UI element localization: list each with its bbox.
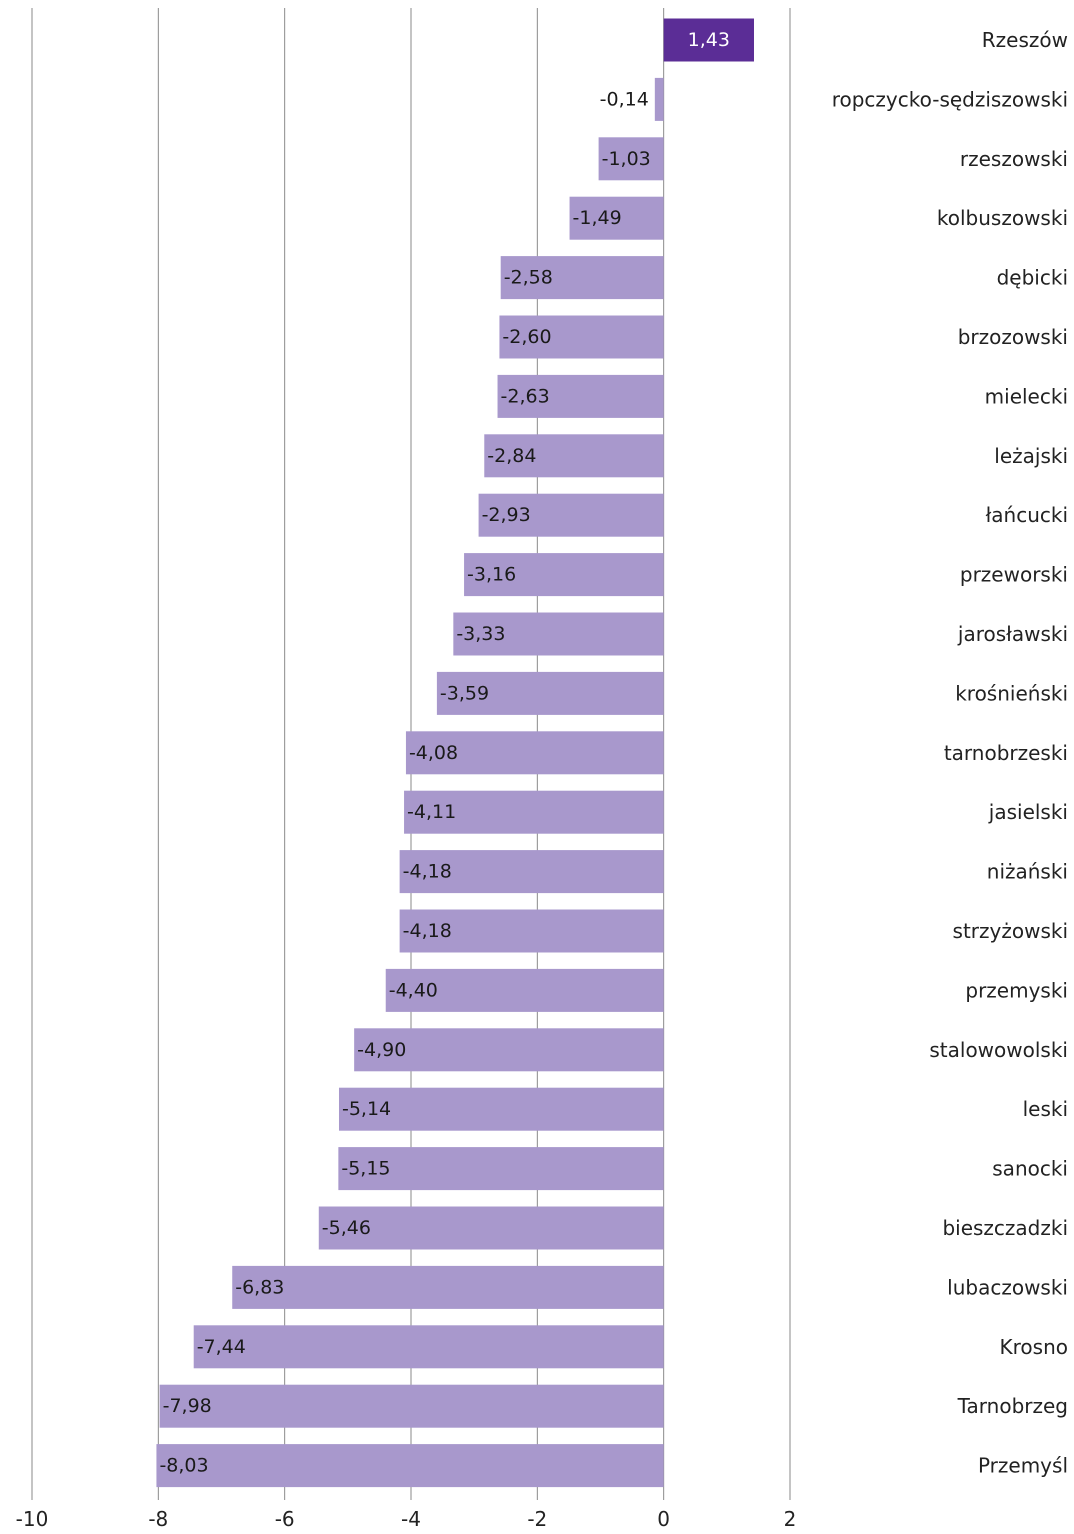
bar-value-label: -3,16 bbox=[467, 564, 516, 586]
bar bbox=[338, 1087, 664, 1131]
category-label: jasielski bbox=[988, 800, 1068, 824]
x-tick-label: 0 bbox=[657, 1507, 670, 1531]
bars: 1,43 -0,14 -1,03 -1,49 -2,58 -2,60 -2,63 -2,84 -… bbox=[156, 18, 754, 1488]
bar bbox=[338, 1147, 664, 1191]
category-label: ropczycko-sędziszowski bbox=[832, 87, 1068, 111]
bar bbox=[354, 1028, 664, 1072]
category-label: rzeszowski bbox=[960, 147, 1068, 171]
bar bbox=[569, 196, 664, 240]
bar bbox=[497, 374, 664, 418]
category-label: dębicki bbox=[997, 266, 1068, 290]
bar-value-label: -7,98 bbox=[163, 1395, 212, 1417]
bar-value-label: -2,58 bbox=[504, 267, 553, 289]
bar bbox=[478, 493, 664, 537]
category-label: kolbuszowski bbox=[937, 206, 1068, 230]
category-label: sanocki bbox=[992, 1157, 1068, 1181]
bar bbox=[453, 612, 664, 656]
bar bbox=[404, 790, 664, 834]
bar-value-label: -1,49 bbox=[573, 207, 622, 229]
bar bbox=[436, 671, 664, 715]
bar-value-label: -3,59 bbox=[440, 682, 489, 704]
category-label: bieszczadzki bbox=[942, 1216, 1068, 1240]
category-label: łańcucki bbox=[986, 503, 1068, 527]
bar-value-label: -4,11 bbox=[407, 801, 456, 823]
category-label: stalowowolski bbox=[929, 1038, 1068, 1062]
bar-value-label: -0,14 bbox=[600, 88, 649, 110]
bar bbox=[156, 1444, 664, 1488]
bar bbox=[399, 850, 664, 894]
category-label: przemyski bbox=[965, 978, 1068, 1002]
bar-value-label: -7,44 bbox=[197, 1336, 246, 1358]
category-label: Tarnobrzeg bbox=[957, 1394, 1068, 1418]
bar-value-label: -4,18 bbox=[403, 861, 452, 883]
bar bbox=[399, 909, 664, 953]
category-label: leżajski bbox=[994, 444, 1068, 468]
bar bbox=[598, 137, 664, 181]
bar-value-label: -6,83 bbox=[235, 1276, 284, 1298]
bar bbox=[654, 77, 664, 121]
category-labels: Rzeszów ropczycko-sędziszowski rzeszowski k… bbox=[832, 28, 1068, 1478]
category-label: jarosławski bbox=[957, 622, 1068, 646]
bar-value-label: -8,03 bbox=[159, 1455, 208, 1477]
bar-value-label: -4,18 bbox=[403, 920, 452, 942]
category-label: brzozowski bbox=[958, 325, 1068, 349]
bar-value-label: -5,14 bbox=[342, 1098, 391, 1120]
bar-value-label: -5,15 bbox=[341, 1158, 390, 1180]
x-tick-label: -6 bbox=[275, 1507, 295, 1531]
bar-value-label: -5,46 bbox=[322, 1217, 371, 1239]
category-label: niżański bbox=[987, 860, 1068, 884]
category-label: strzyżowski bbox=[953, 919, 1068, 943]
bar-value-label: -1,03 bbox=[602, 148, 651, 170]
bar-value-label: -4,40 bbox=[389, 979, 438, 1001]
bar bbox=[484, 434, 664, 478]
category-label: mielecki bbox=[985, 384, 1068, 408]
x-tick-label: 2 bbox=[784, 1507, 797, 1531]
bar bbox=[464, 553, 664, 597]
category-label: Krosno bbox=[1000, 1335, 1068, 1359]
bar-value-label: 1,43 bbox=[688, 29, 730, 51]
bar-value-label: -2,63 bbox=[501, 385, 550, 407]
bar bbox=[500, 256, 664, 300]
bar-value-label: -2,93 bbox=[482, 504, 531, 526]
bar bbox=[385, 968, 664, 1012]
bar-value-label: -2,84 bbox=[487, 445, 536, 467]
x-tick-label: -4 bbox=[401, 1507, 421, 1531]
x-tick-label: -10 bbox=[16, 1507, 49, 1531]
x-tick-label: -8 bbox=[148, 1507, 168, 1531]
bar bbox=[232, 1265, 664, 1309]
bar-value-label: -3,33 bbox=[456, 623, 505, 645]
bar bbox=[499, 315, 664, 359]
bar-value-label: -2,60 bbox=[502, 326, 551, 348]
bar-value-label: -4,08 bbox=[409, 742, 458, 764]
x-axis-tick-labels: -10 -8 -6 -4 -2 0 2 bbox=[16, 1507, 797, 1531]
category-label: krośnieński bbox=[955, 681, 1068, 705]
x-tick-label: -2 bbox=[527, 1507, 547, 1531]
bar bbox=[405, 731, 664, 775]
bar-value-label: -4,90 bbox=[357, 1039, 406, 1061]
category-label: lubaczowski bbox=[947, 1275, 1068, 1299]
bar bbox=[663, 18, 754, 62]
bar bbox=[159, 1384, 664, 1428]
category-label: przeworski bbox=[960, 563, 1068, 587]
category-label: Przemyśl bbox=[978, 1454, 1068, 1478]
category-label: leski bbox=[1023, 1097, 1068, 1121]
category-label: Rzeszów bbox=[982, 28, 1068, 52]
bar bbox=[193, 1325, 664, 1369]
category-label: tarnobrzeski bbox=[944, 741, 1068, 765]
bar bbox=[318, 1206, 664, 1250]
